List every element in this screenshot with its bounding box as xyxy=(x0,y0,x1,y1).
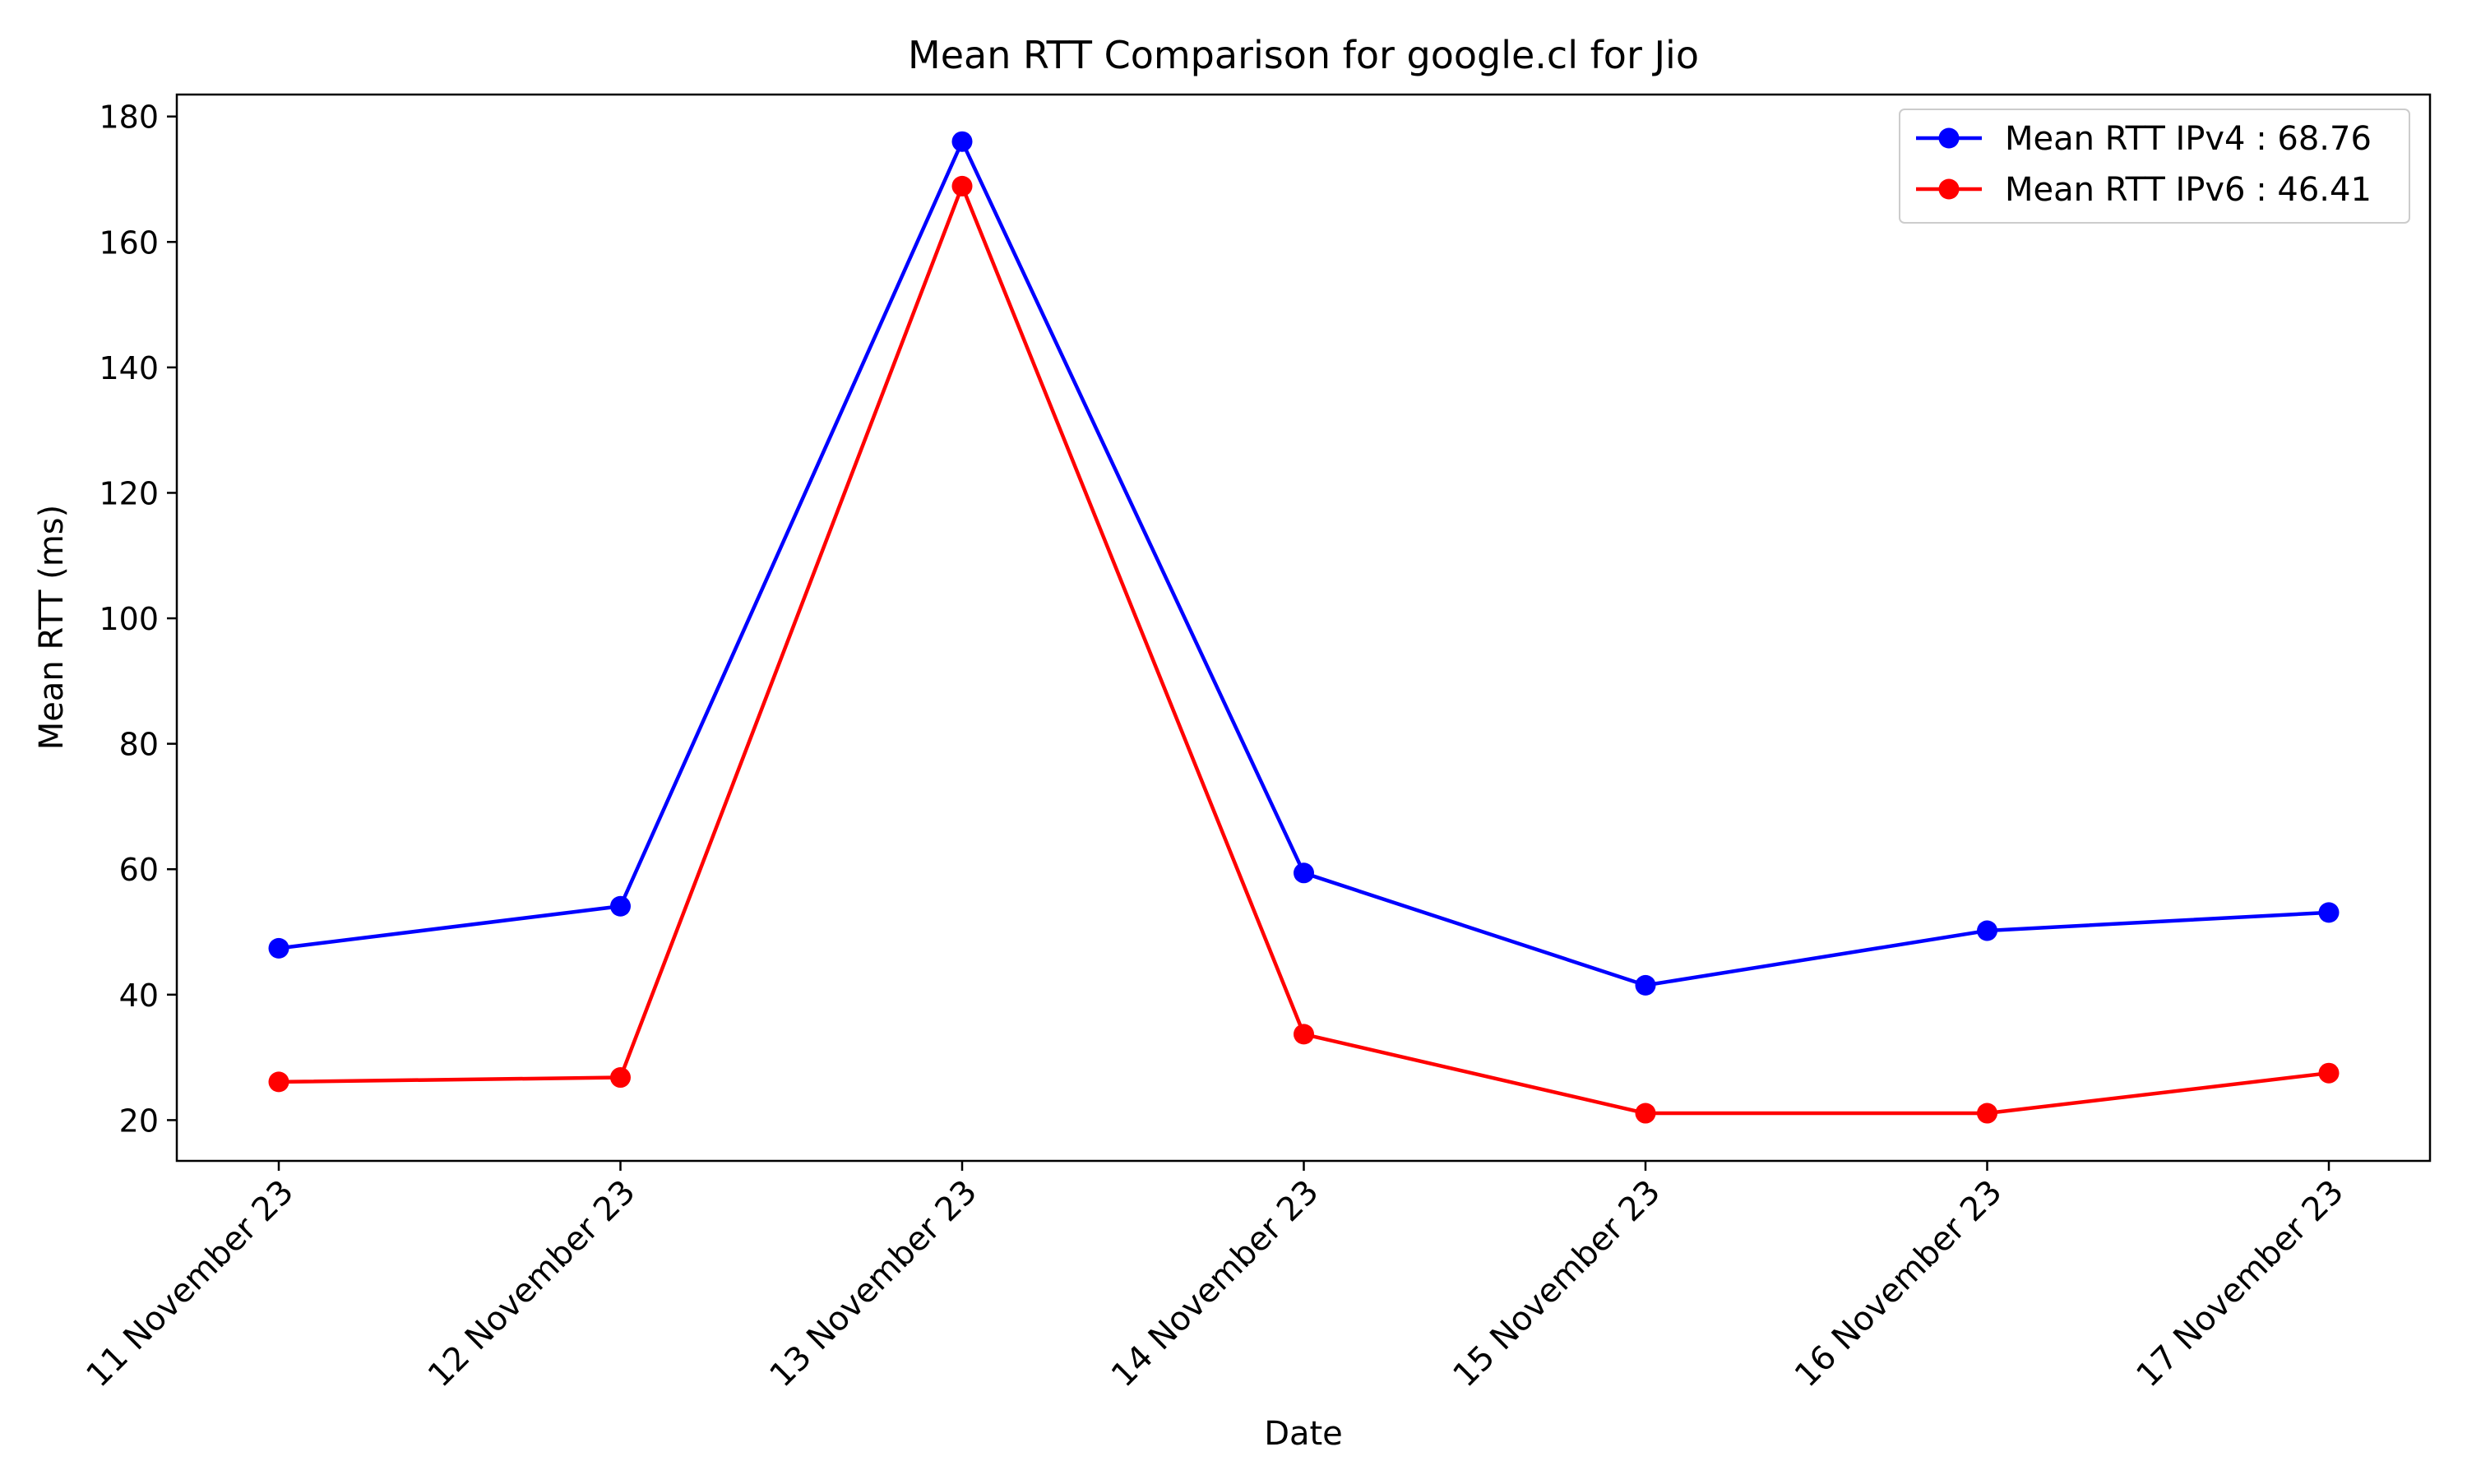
y-tick-label: 160 xyxy=(99,224,159,261)
data-point xyxy=(610,1067,631,1089)
y-tick-label: 140 xyxy=(99,350,159,386)
y-tick-label: 60 xyxy=(119,852,159,888)
legend-marker xyxy=(1938,127,1960,149)
legend: Mean RTT IPv4 : 68.76 Mean RTT IPv6 : 46.… xyxy=(1899,109,2410,224)
data-point xyxy=(951,131,973,152)
y-tick-label: 40 xyxy=(119,978,159,1014)
legend-item-ipv6: Mean RTT IPv6 : 46.41 xyxy=(1916,171,2372,209)
legend-item-ipv4: Mean RTT IPv4 : 68.76 xyxy=(1916,120,2372,158)
data-point xyxy=(610,895,631,917)
data-point xyxy=(1635,974,1656,996)
chart-title: Mean RTT Comparison for google.cl for Ji… xyxy=(908,33,1699,77)
series-ipv4 xyxy=(268,131,2340,996)
legend-marker xyxy=(1938,178,1960,200)
data-point xyxy=(951,175,973,196)
y-tick-label: 100 xyxy=(99,601,159,637)
y-axis-label: Mean RTT (ms) xyxy=(33,505,71,750)
y-tick-label: 120 xyxy=(99,475,159,511)
data-point xyxy=(1635,1103,1656,1124)
x-axis-label: Date xyxy=(1264,1415,1343,1453)
data-point xyxy=(1977,1103,1997,1124)
legend-label: Mean RTT IPv4 : 68.76 xyxy=(2005,120,2372,158)
data-point xyxy=(2318,1062,2340,1084)
data-point xyxy=(2318,902,2340,923)
y-tick-label: 180 xyxy=(99,99,159,136)
y-tick-label: 20 xyxy=(119,1103,159,1139)
data-point xyxy=(1977,920,1997,941)
legend-label: Mean RTT IPv6 : 46.41 xyxy=(2005,171,2372,209)
series-ipv6 xyxy=(268,175,2340,1124)
data-point xyxy=(1294,862,1314,884)
data-point xyxy=(1294,1024,1314,1045)
y-tick-label: 80 xyxy=(119,727,159,763)
data-point xyxy=(268,937,289,959)
data-point xyxy=(268,1071,289,1093)
legend-box xyxy=(1899,109,2410,224)
